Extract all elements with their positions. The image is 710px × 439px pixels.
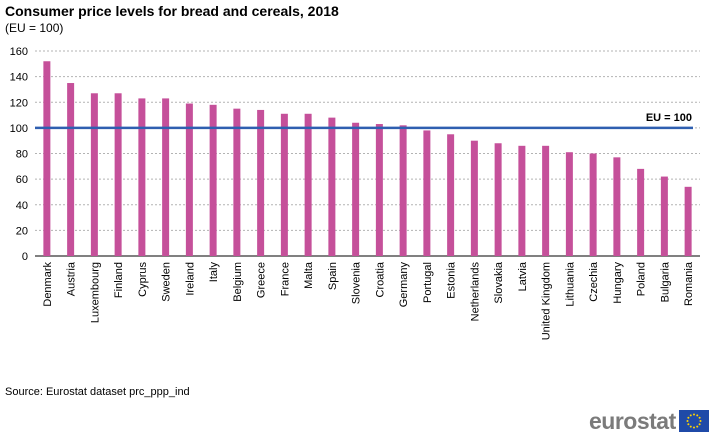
flag-star — [687, 416, 690, 419]
reference-line-label: EU = 100 — [646, 112, 692, 124]
bar — [90, 93, 98, 256]
bar — [565, 152, 573, 256]
y-tick-label: 140 — [10, 72, 28, 84]
flag-star — [689, 414, 692, 417]
x-tick-label: Ireland — [184, 262, 196, 296]
bar — [280, 113, 288, 256]
y-tick-label: 0 — [22, 251, 28, 263]
bar — [138, 98, 146, 256]
x-tick-label: Denmark — [42, 262, 54, 307]
bar — [304, 113, 312, 256]
reference-line-group: EU = 100 — [35, 112, 693, 130]
x-tick-label: Finland — [113, 262, 125, 298]
bar — [114, 93, 122, 256]
bar — [352, 122, 360, 256]
flag-star — [687, 423, 690, 426]
y-tick-label: 120 — [10, 97, 28, 109]
chart-title: Consumer price levels for bread and cere… — [5, 3, 339, 19]
x-tick-label: Luxembourg — [89, 262, 101, 323]
y-tick-label: 60 — [16, 174, 28, 186]
x-tick-label: Malta — [303, 261, 315, 289]
x-tick-label: Estonia — [446, 261, 458, 299]
bar — [399, 125, 407, 256]
x-axis-labels: Denmark Austria Luxembourg Finland Cyprus Swe… — [42, 261, 695, 340]
x-tick-label: Latvia — [517, 261, 529, 291]
flag-star — [698, 423, 701, 426]
flag-star — [696, 414, 698, 417]
x-tick-label: France — [279, 262, 291, 296]
y-tick-label: 40 — [16, 200, 28, 212]
x-tick-label: Czechia — [588, 261, 600, 302]
x-tick-label: Spain — [327, 262, 339, 290]
flag-star — [696, 425, 698, 428]
bar — [328, 117, 336, 256]
bar — [447, 134, 455, 256]
x-tick-label: United Kingdom — [541, 262, 553, 340]
flag-star — [692, 413, 695, 416]
chart-subtitle: (EU = 100) — [5, 21, 64, 35]
bar — [589, 153, 597, 256]
bars — [43, 61, 692, 256]
x-tick-label: Sweden — [161, 262, 173, 302]
bar — [185, 103, 193, 256]
bar — [375, 124, 383, 256]
bar — [494, 143, 502, 256]
x-tick-label: Netherlands — [469, 262, 481, 322]
bar — [637, 168, 645, 256]
x-tick-label: Romania — [683, 261, 695, 306]
x-tick-label: Bulgaria — [659, 261, 671, 302]
bar — [162, 98, 170, 256]
flag-star — [689, 425, 692, 428]
y-tick-label: 100 — [10, 123, 28, 135]
bar — [613, 157, 621, 256]
y-tick-label: 20 — [16, 225, 28, 237]
x-tick-label: Slovenia — [351, 261, 363, 304]
x-tick-label: Italy — [208, 262, 220, 283]
bar — [67, 83, 75, 256]
flag-star — [699, 420, 702, 422]
x-tick-label: Hungary — [612, 262, 624, 304]
x-tick-label: Portugal — [422, 262, 434, 303]
x-tick-label: Greece — [256, 262, 268, 298]
eurostat-logo: eurostat — [589, 408, 709, 434]
x-tick-label: Austria — [66, 261, 78, 296]
bar — [684, 186, 692, 256]
grid-lines — [35, 50, 700, 257]
bar — [542, 145, 550, 256]
bar — [660, 176, 668, 256]
bar — [257, 109, 265, 256]
bar — [423, 130, 431, 256]
source-note: Source: Eurostat dataset prc_ppp_ind — [5, 386, 190, 398]
bar — [209, 104, 217, 256]
y-tick-label: 160 — [10, 46, 28, 58]
flag-star — [686, 420, 689, 422]
bar — [518, 145, 526, 256]
x-tick-label: Poland — [636, 262, 648, 296]
x-tick-label: Slovakia — [493, 261, 505, 303]
x-tick-label: Belgium — [232, 262, 244, 302]
flag-star — [698, 416, 701, 419]
x-tick-label: Germany — [398, 262, 410, 308]
x-tick-label: Cyprus — [137, 262, 149, 297]
y-tick-label: 80 — [16, 149, 28, 161]
eu-flag-icon — [678, 410, 709, 432]
bar — [233, 108, 241, 256]
x-tick-label: Croatia — [374, 261, 386, 297]
y-axis-ticks: 0 20 40 60 80 100 120 140 160 — [10, 46, 28, 263]
flag-star — [692, 426, 695, 429]
bar — [43, 61, 51, 256]
logo-text: eurostat — [589, 408, 676, 434]
x-tick-label: Lithuania — [564, 261, 576, 307]
bar — [470, 140, 478, 256]
